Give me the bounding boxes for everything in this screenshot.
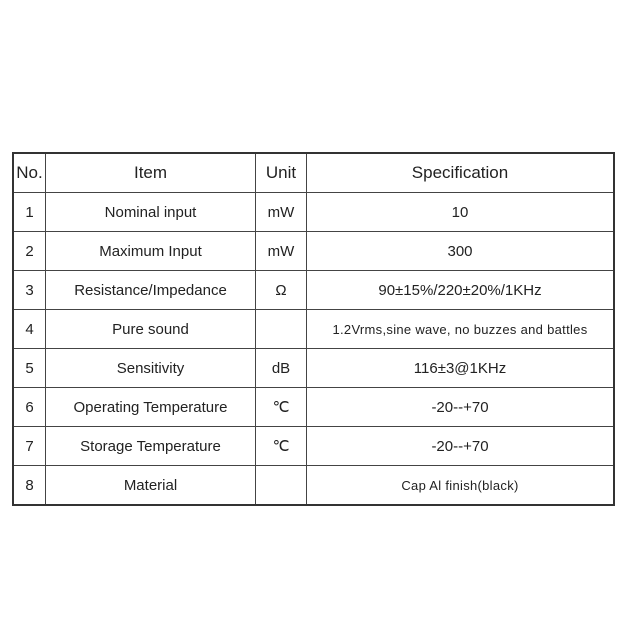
cell-spec: -20--+70: [306, 426, 615, 466]
cell-unit: mW: [255, 231, 307, 271]
cell-spec: 10: [306, 192, 615, 232]
cell-unit: ℃: [255, 426, 307, 466]
table-row: 2 Maximum Input mW 300: [12, 231, 615, 271]
cell-unit: mW: [255, 192, 307, 232]
table-row: 5 Sensitivity dB 116±3@1KHz: [12, 348, 615, 388]
table-row: 6 Operating Temperature ℃ -20--+70: [12, 387, 615, 427]
cell-no: 1: [12, 192, 46, 232]
cell-unit: Ω: [255, 270, 307, 310]
header-spec: Specification: [306, 152, 615, 193]
cell-item: Resistance/Impedance: [45, 270, 256, 310]
cell-item: Storage Temperature: [45, 426, 256, 466]
cell-unit: dB: [255, 348, 307, 388]
table-row: 4 Pure sound 1.2Vrms,sine wave, no buzzes …: [12, 309, 615, 349]
spec-table: No. Item Unit Specification 1 Nominal inp…: [12, 152, 615, 506]
cell-no: 2: [12, 231, 46, 271]
cell-no: 8: [12, 465, 46, 506]
table-row: 3 Resistance/Impedance Ω 90±15%/220±20%/1KH…: [12, 270, 615, 310]
table-row: 1 Nominal input mW 10: [12, 192, 615, 232]
cell-no: 7: [12, 426, 46, 466]
cell-no: 4: [12, 309, 46, 349]
cell-unit: [255, 465, 307, 506]
cell-no: 6: [12, 387, 46, 427]
header-no: No.: [12, 152, 46, 193]
cell-item: Maximum Input: [45, 231, 256, 271]
cell-spec: Cap Al finish(black): [306, 465, 615, 506]
cell-item: Pure sound: [45, 309, 256, 349]
table-row: 8 Material Cap Al finish(black): [12, 465, 615, 506]
header-row: No. Item Unit Specification: [12, 152, 615, 193]
cell-item: Sensitivity: [45, 348, 256, 388]
cell-unit: ℃: [255, 387, 307, 427]
cell-spec: 90±15%/220±20%/1KHz: [306, 270, 615, 310]
cell-spec: 116±3@1KHz: [306, 348, 615, 388]
header-item: Item: [45, 152, 256, 193]
cell-item: Nominal input: [45, 192, 256, 232]
cell-no: 5: [12, 348, 46, 388]
cell-unit: [255, 309, 307, 349]
cell-spec: 300: [306, 231, 615, 271]
header-unit: Unit: [255, 152, 307, 193]
cell-spec: 1.2Vrms,sine wave, no buzzes and battles: [306, 309, 615, 349]
cell-item: Material: [45, 465, 256, 506]
cell-item: Operating Temperature: [45, 387, 256, 427]
cell-no: 3: [12, 270, 46, 310]
table-row: 7 Storage Temperature ℃ -20--+70: [12, 426, 615, 466]
cell-spec: -20--+70: [306, 387, 615, 427]
